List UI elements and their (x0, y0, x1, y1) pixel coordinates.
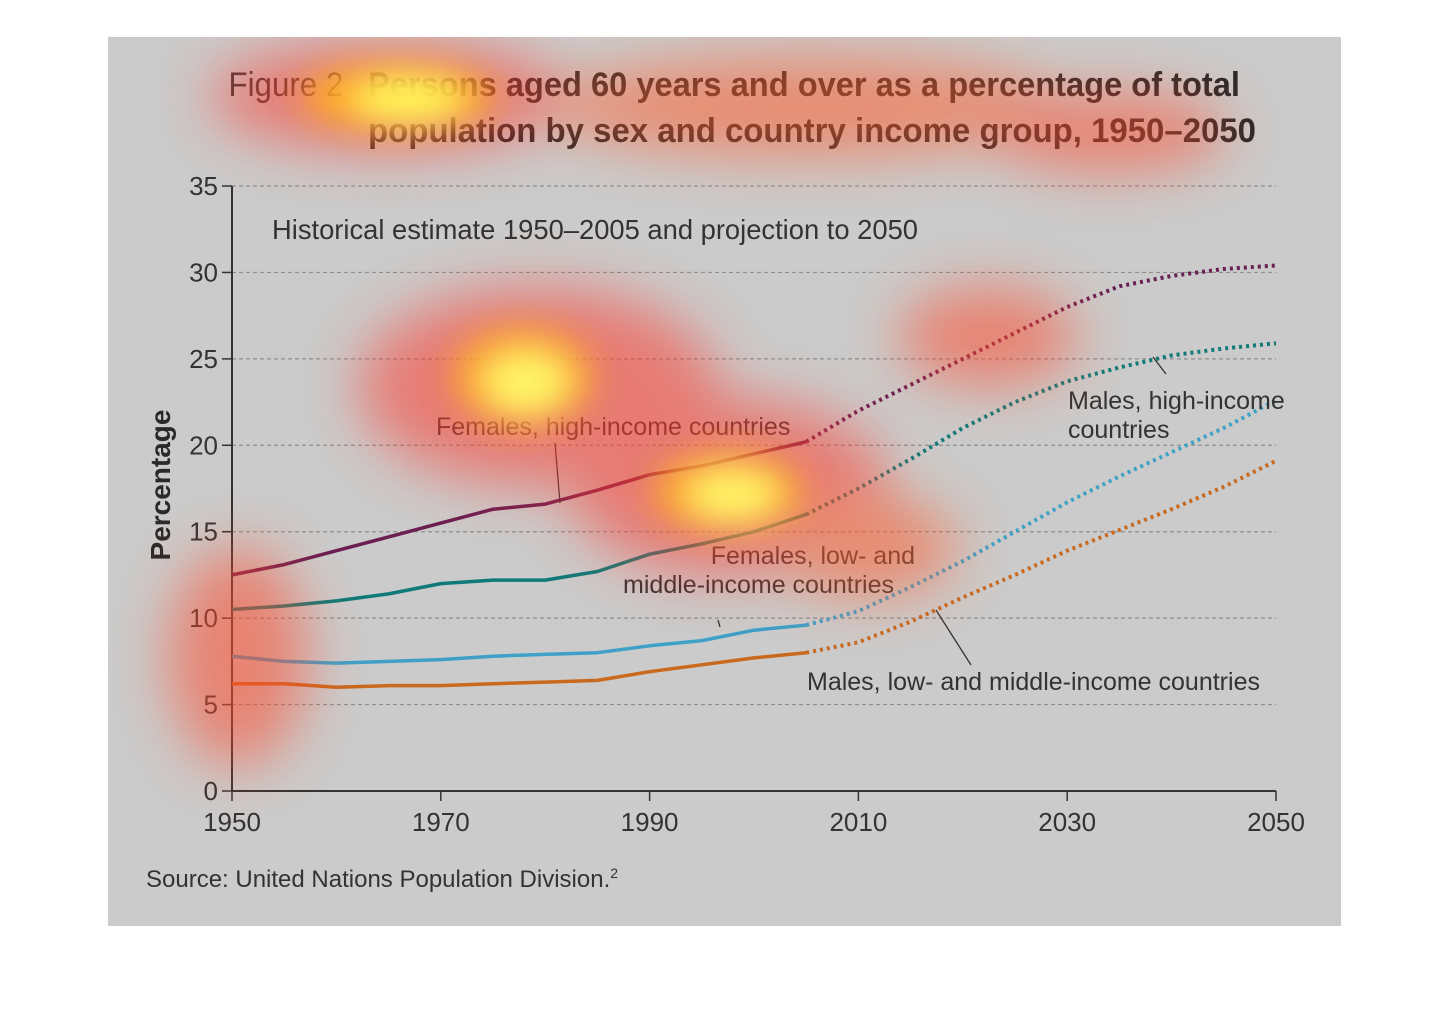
source-note: Source: United Nations Population Divisi… (146, 865, 618, 893)
annotation-2-leader (717, 619, 721, 628)
annotation-0-leader (554, 442, 561, 504)
source-text: Source: United Nations Population Divisi… (146, 866, 610, 893)
x-tick-label-1970: 1970 (412, 807, 470, 837)
source-superscript: 2 (610, 865, 618, 881)
grid-lines (232, 185, 1276, 706)
annotation-2-line-1: middle-income countries (623, 571, 894, 599)
series-lines (231, 263, 1277, 690)
annotation-3-leader (935, 609, 972, 666)
annotation-1-line-1: countries (1068, 416, 1169, 444)
figure-label: Figure 2 (229, 65, 344, 104)
chart-subtitle: Historical estimate 1950–2005 and projec… (272, 214, 918, 245)
y-tick-label-20: 20 (189, 430, 218, 460)
tick-labels: 0 5 10 15 20 25 30 35 1950 1970 1990 2010 2030 2050 (189, 171, 1305, 837)
y-axis-label: Percentage (145, 410, 176, 561)
series-3-projection (805, 459, 1277, 655)
y-tick-label-25: 25 (189, 344, 218, 374)
series-1-projection (805, 341, 1277, 517)
y-tick-label-10: 10 (189, 603, 218, 633)
x-tick-label-1950: 1950 (203, 807, 261, 837)
series-3-historical (232, 650, 807, 690)
y-tick-label-0: 0 (204, 776, 218, 806)
axes (222, 185, 1277, 801)
annotation-2-line-0: Females, low- and (711, 542, 915, 570)
line-chart: Figure 2 Persons aged 60 years and over … (145, 65, 1305, 893)
x-tick-label-1990: 1990 (621, 807, 679, 837)
annotation-1-leader (1152, 356, 1167, 375)
y-tick-label-15: 15 (189, 517, 218, 547)
chart-title-line2: population by sex and country income gro… (368, 112, 1256, 150)
x-tick-label-2030: 2030 (1038, 807, 1096, 837)
x-tick-label-2050: 2050 (1247, 807, 1305, 837)
annotation-3-line-0: Males, low- and middle-income countries (807, 668, 1260, 696)
annotation-1-line-0: Males, high-income (1068, 387, 1285, 415)
y-tick-label-35: 35 (189, 171, 218, 201)
series-2-projection (805, 398, 1277, 628)
y-tick-label-30: 30 (189, 257, 218, 287)
figure-panel: Figure 2 Persons aged 60 years and over … (108, 37, 1341, 926)
series-2-historical (231, 623, 807, 665)
chart-title-line1: Persons aged 60 years and over as a perc… (368, 66, 1240, 104)
annotation-0-line-0: Females, high-income countries (436, 413, 790, 441)
y-tick-label-5: 5 (204, 690, 218, 720)
series-0-projection (805, 263, 1277, 444)
x-tick-label-2010: 2010 (829, 807, 887, 837)
annotation-3: Males, low- and middle-income countries (807, 609, 1260, 696)
